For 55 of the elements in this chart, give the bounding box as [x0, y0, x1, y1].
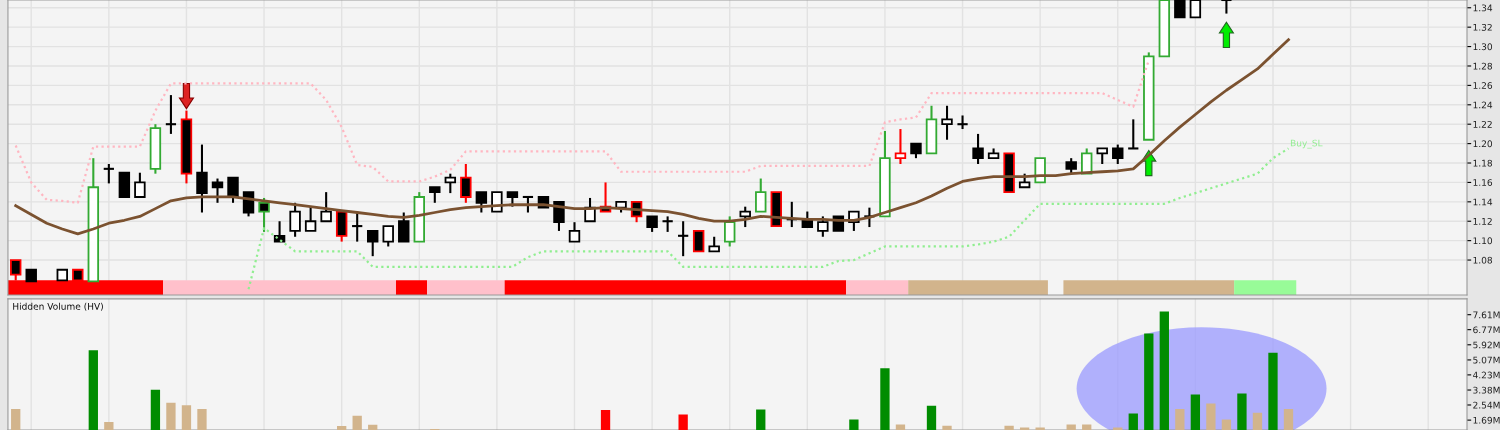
candlestick	[817, 215, 829, 238]
candlestick	[972, 132, 984, 166]
y-tick-label: 1.08	[1473, 256, 1493, 264]
y-tick-label: 1.18	[1473, 159, 1493, 167]
candlestick	[894, 128, 907, 166]
candlestick	[320, 191, 332, 223]
annotation: Buy_SL	[1290, 139, 1323, 149]
candlestick	[460, 162, 472, 204]
line-series	[14, 59, 1150, 204]
candlestick	[227, 176, 239, 204]
y-tick-label: 6.77M	[1473, 326, 1500, 334]
y-tick-label: 1.20	[1473, 140, 1493, 148]
line-series	[247, 147, 1290, 291]
y-tick-label: 5.92M	[1473, 341, 1500, 349]
y-tick-label: 1.32	[1473, 23, 1492, 31]
chart-title: Hidden Volume (HV)	[13, 302, 103, 311]
y-tick-label: 1.24	[1473, 101, 1493, 109]
candlestick	[475, 191, 488, 214]
y-tick-label: 3.38M	[1473, 386, 1500, 394]
candlestick	[723, 215, 736, 248]
candlestick	[941, 104, 953, 141]
candlestick	[739, 205, 751, 229]
candlestick	[258, 196, 270, 233]
y-tick-label: 1.22	[1473, 120, 1492, 128]
candlestick	[1127, 118, 1140, 150]
candlestick	[398, 211, 410, 243]
candlestick	[196, 143, 208, 214]
candlestick	[1112, 143, 1124, 166]
candlestick	[134, 171, 146, 199]
y-tick-label: 7.61M	[1473, 311, 1500, 319]
candlestick	[956, 114, 969, 131]
candlestick	[676, 220, 690, 258]
candlestick	[366, 229, 379, 258]
candlestick	[304, 205, 317, 232]
y-tick-label: 5.07M	[1473, 356, 1500, 364]
candlestick	[568, 221, 581, 243]
candlestick	[211, 177, 224, 204]
y-tick-label: 1.16	[1473, 179, 1493, 186]
candlestick	[1220, 0, 1233, 15]
y-tick-label: 1.10	[1473, 237, 1493, 245]
y-tick-label: 1.34	[1473, 4, 1493, 12]
y-tick-label: 1.14	[1473, 198, 1493, 206]
y-tick-label: 1.12	[1473, 217, 1492, 225]
y-tick-label: 1.69M	[1473, 416, 1500, 424]
y-tick-label: 1.30	[1473, 43, 1493, 51]
candlestick	[164, 94, 178, 135]
candlestick	[755, 177, 767, 213]
candlestick	[692, 230, 705, 253]
candlestick	[102, 162, 115, 185]
y-tick-label: 1.26	[1473, 82, 1493, 89]
candlestick	[382, 225, 394, 248]
y-tick-label: 2.54M	[1473, 401, 1500, 409]
candlestick	[444, 172, 457, 195]
y-tick-label: 1.28	[1473, 62, 1493, 70]
y-tick-label: 4.23M	[1473, 371, 1500, 379]
